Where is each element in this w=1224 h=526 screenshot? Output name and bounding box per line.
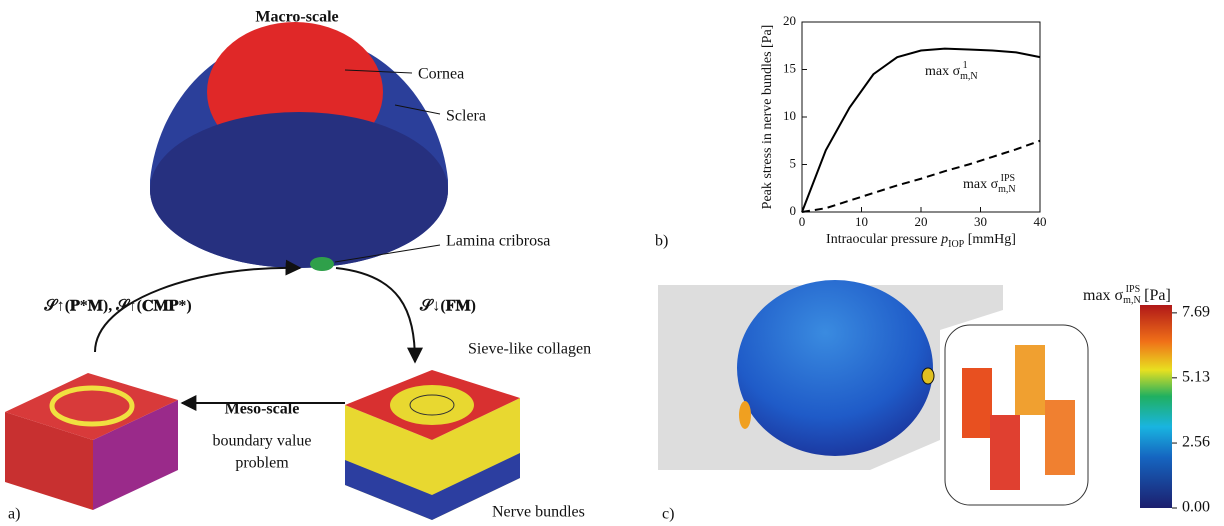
downscale-label: 𝒮↓(𝐅𝐌) bbox=[419, 298, 476, 315]
colorbar-title: max σm,NIPS [Pa] bbox=[1083, 284, 1171, 306]
x-tick-label: 0 bbox=[799, 214, 806, 229]
x-axis-label-var: p bbox=[940, 232, 948, 247]
colorbar-title-unit: [Pa] bbox=[1140, 287, 1171, 304]
y-tick-label: 10 bbox=[783, 108, 796, 123]
nerve-label: Nerve bundles bbox=[492, 504, 585, 521]
x-axis-label-text: Intraocular pressure bbox=[826, 232, 941, 247]
y-tick-label: 15 bbox=[783, 60, 796, 75]
lamina-model bbox=[658, 280, 1172, 508]
series-label-text: max σ bbox=[963, 177, 999, 192]
bvp-label: problem bbox=[235, 455, 289, 472]
panel-label: a) bbox=[8, 506, 20, 523]
sclera-label: Sclera bbox=[446, 108, 486, 125]
panel-label: b) bbox=[655, 233, 668, 250]
macro-title: Macro-scale bbox=[255, 9, 338, 26]
colorbar-tick-label: 0.00 bbox=[1182, 499, 1210, 516]
x-tick-label: 20 bbox=[915, 214, 928, 229]
cornea-label: Cornea bbox=[418, 66, 464, 83]
colorbar-title-sup: IPS bbox=[1126, 284, 1140, 295]
figure: Macro-scale Cornea Sclera Lamina cribrosa 𝒮↑… bbox=[0, 0, 1224, 526]
y-tick-label: 0 bbox=[790, 203, 797, 218]
eye-model bbox=[95, 22, 448, 403]
series-label-sup: 1 bbox=[963, 60, 968, 71]
series-label: max σm,N1 bbox=[925, 60, 978, 82]
colorbar bbox=[1140, 305, 1172, 508]
panel-label: c) bbox=[662, 506, 674, 523]
colorbar-tick-label: 2.56 bbox=[1182, 434, 1210, 451]
meso-title: Meso-scale bbox=[225, 401, 300, 418]
bvp-label: boundary value bbox=[212, 433, 311, 450]
series-label-sub: m,N bbox=[960, 71, 978, 82]
x-axis-label: Intraocular pressure pIOP [mmHg] bbox=[826, 232, 1016, 250]
x-axis-label-sub: IOP bbox=[948, 239, 965, 250]
series-label-sub: m,N bbox=[998, 184, 1016, 195]
lamina-label: Lamina cribrosa bbox=[446, 233, 550, 250]
colorbar-title-text: max σ bbox=[1083, 287, 1124, 304]
y-tick-label: 5 bbox=[790, 155, 797, 170]
upscale-label: 𝒮↑(𝐏*𝐌), 𝒮↑(𝐂𝐌𝐏*) bbox=[43, 298, 191, 315]
x-tick-label: 40 bbox=[1034, 214, 1047, 229]
series-label-text: max σ bbox=[925, 64, 961, 79]
x-tick-label: 30 bbox=[974, 214, 987, 229]
x-axis-label-unit: [mmHg] bbox=[964, 232, 1016, 247]
colorbar-title-sub: m,N bbox=[1123, 295, 1141, 306]
y-axis-label: Peak stress in nerve bundles [Pa] bbox=[760, 25, 775, 210]
series-label: max σm,NIPS bbox=[963, 173, 1016, 195]
collagen-label: Sieve-like collagen bbox=[468, 341, 591, 358]
colorbar-tick-label: 5.13 bbox=[1182, 368, 1210, 385]
series-label-sup: IPS bbox=[1001, 173, 1015, 184]
x-tick-label: 10 bbox=[855, 214, 868, 229]
colorbar-tick-label: 7.69 bbox=[1182, 304, 1210, 321]
y-tick-label: 20 bbox=[783, 13, 796, 28]
axes: 0 5 10 15 20 0 10 20 30 40 bbox=[783, 13, 1047, 229]
